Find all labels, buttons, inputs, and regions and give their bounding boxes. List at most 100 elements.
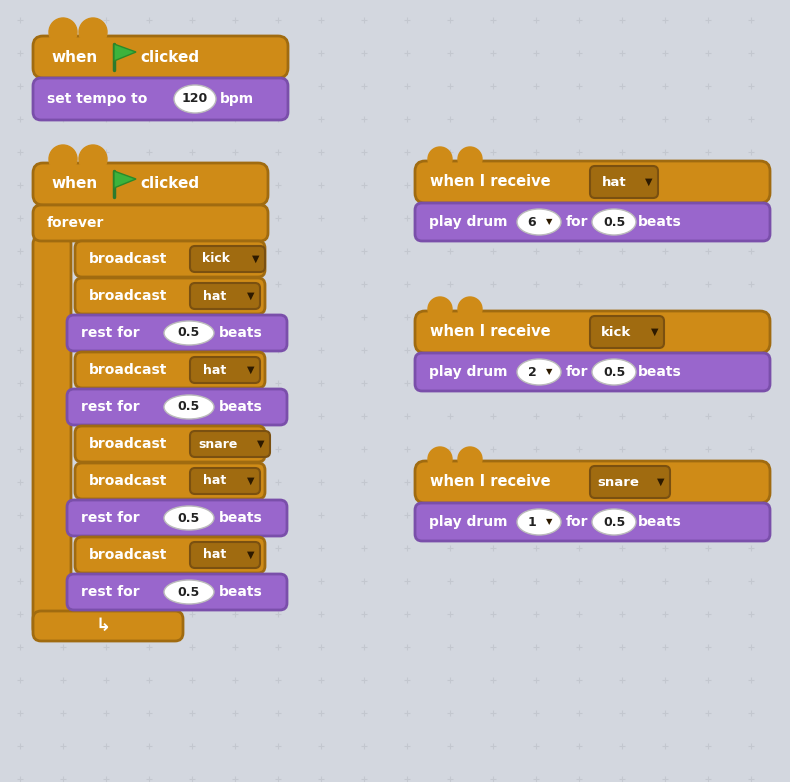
- Text: 0.5: 0.5: [178, 327, 200, 339]
- Text: broadcast: broadcast: [89, 252, 167, 266]
- Text: rest for: rest for: [81, 326, 140, 340]
- Text: beats: beats: [219, 400, 263, 414]
- Text: hat: hat: [601, 175, 626, 188]
- Text: beats: beats: [638, 365, 682, 379]
- Text: 6: 6: [528, 216, 536, 228]
- Text: for: for: [566, 365, 589, 379]
- Circle shape: [79, 145, 107, 173]
- FancyBboxPatch shape: [590, 466, 670, 498]
- Circle shape: [49, 145, 77, 173]
- Ellipse shape: [174, 85, 216, 113]
- Text: ▼: ▼: [247, 476, 254, 486]
- Text: beats: beats: [219, 326, 263, 340]
- Ellipse shape: [164, 580, 214, 604]
- Text: bpm: bpm: [220, 92, 254, 106]
- Ellipse shape: [592, 509, 636, 535]
- Circle shape: [49, 18, 77, 46]
- Text: beats: beats: [219, 511, 263, 525]
- Text: hat: hat: [203, 289, 226, 303]
- FancyBboxPatch shape: [590, 166, 658, 198]
- Text: 0.5: 0.5: [178, 400, 200, 414]
- Text: set tempo to: set tempo to: [47, 92, 148, 106]
- FancyBboxPatch shape: [75, 426, 265, 462]
- Text: 1: 1: [528, 515, 536, 529]
- Text: when: when: [51, 49, 97, 64]
- Text: kick: kick: [202, 253, 230, 266]
- Text: 0.5: 0.5: [603, 365, 625, 378]
- Text: ▼: ▼: [645, 177, 653, 187]
- Text: forever: forever: [47, 216, 104, 230]
- Text: ▼: ▼: [252, 254, 260, 264]
- FancyBboxPatch shape: [415, 161, 770, 203]
- Text: hat: hat: [203, 364, 226, 376]
- Text: broadcast: broadcast: [89, 437, 167, 451]
- FancyBboxPatch shape: [190, 246, 265, 272]
- Text: ▼: ▼: [546, 217, 552, 227]
- Circle shape: [428, 297, 452, 321]
- Text: broadcast: broadcast: [89, 363, 167, 377]
- FancyBboxPatch shape: [190, 542, 260, 568]
- FancyBboxPatch shape: [33, 611, 183, 641]
- FancyBboxPatch shape: [190, 431, 270, 457]
- Text: when: when: [51, 177, 97, 192]
- Text: broadcast: broadcast: [89, 289, 167, 303]
- Text: ▼: ▼: [651, 327, 659, 337]
- Ellipse shape: [592, 359, 636, 385]
- Text: kick: kick: [600, 325, 631, 339]
- Ellipse shape: [517, 209, 561, 235]
- FancyBboxPatch shape: [75, 352, 265, 388]
- Text: beats: beats: [219, 585, 263, 599]
- Text: rest for: rest for: [81, 511, 140, 525]
- FancyBboxPatch shape: [75, 463, 265, 499]
- Text: 0.5: 0.5: [603, 216, 625, 228]
- FancyBboxPatch shape: [415, 461, 770, 503]
- Circle shape: [458, 147, 482, 171]
- Text: play drum: play drum: [429, 515, 507, 529]
- FancyBboxPatch shape: [67, 389, 287, 425]
- Ellipse shape: [517, 359, 561, 385]
- FancyBboxPatch shape: [33, 205, 268, 241]
- Text: broadcast: broadcast: [89, 474, 167, 488]
- Text: ▼: ▼: [247, 365, 254, 375]
- Polygon shape: [114, 171, 136, 188]
- FancyBboxPatch shape: [33, 78, 288, 120]
- Text: play drum: play drum: [429, 215, 507, 229]
- Polygon shape: [114, 44, 136, 61]
- FancyBboxPatch shape: [67, 574, 287, 610]
- Text: when I receive: when I receive: [430, 325, 551, 339]
- Ellipse shape: [517, 509, 561, 535]
- Text: 0.5: 0.5: [178, 586, 200, 598]
- FancyBboxPatch shape: [67, 315, 287, 351]
- Ellipse shape: [164, 506, 214, 530]
- Text: ↳: ↳: [96, 617, 111, 635]
- Ellipse shape: [164, 321, 214, 345]
- Text: when I receive: when I receive: [430, 174, 551, 189]
- Text: ▼: ▼: [247, 550, 254, 560]
- FancyBboxPatch shape: [190, 468, 260, 494]
- Text: beats: beats: [638, 515, 682, 529]
- Text: ▼: ▼: [247, 291, 254, 301]
- Text: hat: hat: [203, 475, 226, 487]
- Ellipse shape: [164, 395, 214, 419]
- FancyBboxPatch shape: [75, 278, 265, 314]
- Circle shape: [458, 297, 482, 321]
- FancyBboxPatch shape: [415, 503, 770, 541]
- Text: ▼: ▼: [546, 368, 552, 376]
- FancyBboxPatch shape: [590, 316, 664, 348]
- Text: for: for: [566, 515, 589, 529]
- FancyBboxPatch shape: [415, 311, 770, 353]
- Text: 0.5: 0.5: [603, 515, 625, 529]
- Text: for: for: [566, 215, 589, 229]
- FancyBboxPatch shape: [33, 163, 268, 205]
- Text: 0.5: 0.5: [178, 511, 200, 525]
- FancyBboxPatch shape: [33, 36, 288, 78]
- Text: when I receive: when I receive: [430, 475, 551, 490]
- Text: snare: snare: [198, 437, 238, 450]
- Text: 120: 120: [182, 92, 208, 106]
- FancyBboxPatch shape: [190, 357, 260, 383]
- FancyBboxPatch shape: [415, 203, 770, 241]
- Text: beats: beats: [638, 215, 682, 229]
- Text: clicked: clicked: [140, 49, 199, 64]
- FancyBboxPatch shape: [75, 241, 265, 277]
- Text: rest for: rest for: [81, 400, 140, 414]
